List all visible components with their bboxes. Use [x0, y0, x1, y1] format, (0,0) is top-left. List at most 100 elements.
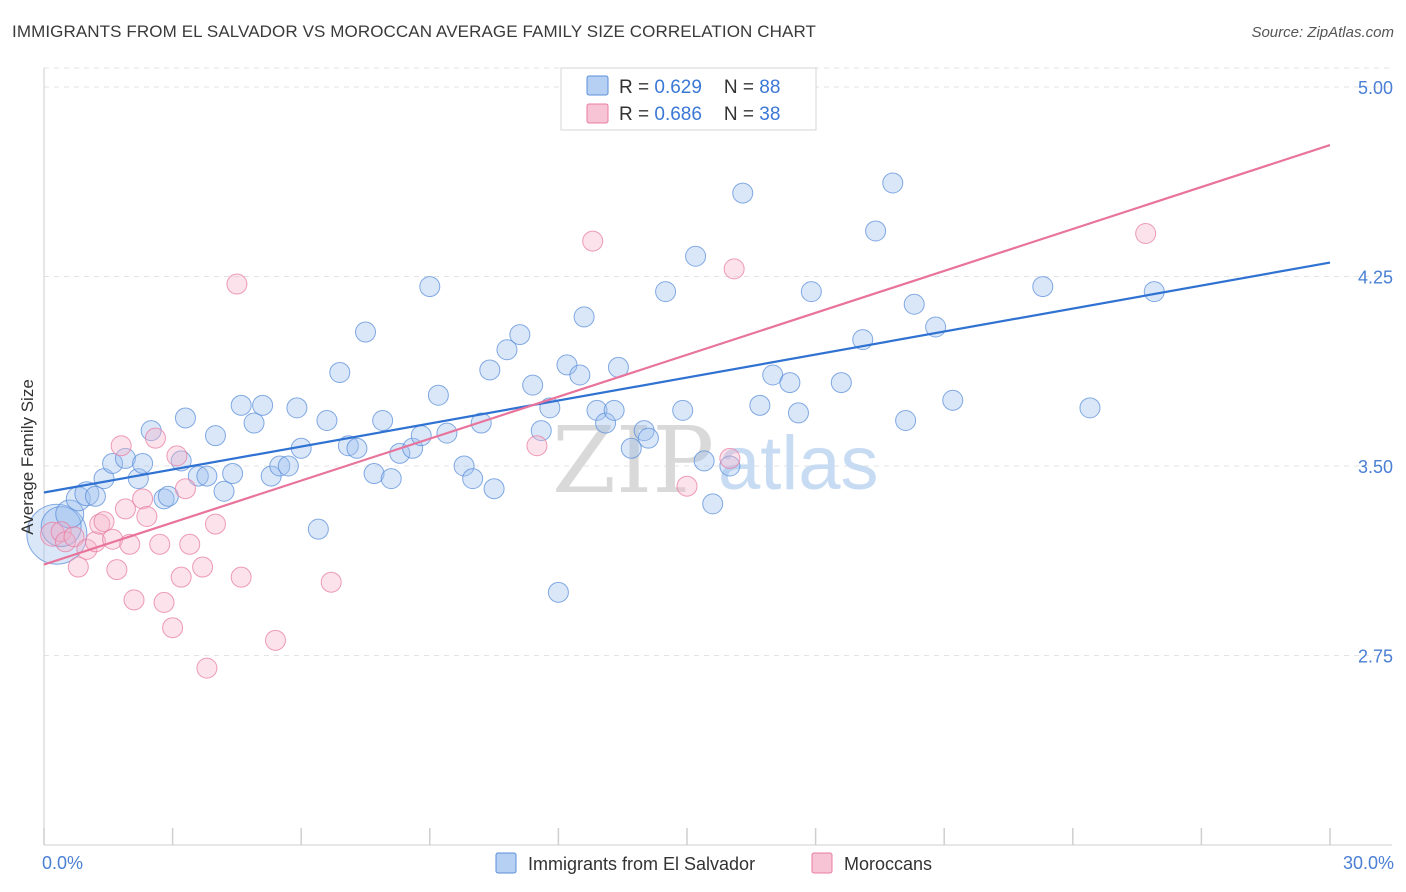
point-el-salvador [620, 437, 642, 459]
point-el-salvador [903, 293, 925, 315]
point-el-salvador [204, 425, 226, 447]
point-el-salvador [509, 324, 531, 346]
x-tick-label: 0.0% [42, 853, 83, 873]
point-moroccan [106, 559, 128, 581]
legend-n-label: N = [724, 77, 759, 98]
point-el-salvador [389, 442, 411, 464]
point-moroccan [136, 506, 158, 528]
point-el-salvador [787, 402, 809, 424]
x-tick-label: 30.0% [1343, 853, 1394, 873]
point-el-salvador [372, 409, 394, 431]
legend-n-value: 38 [759, 104, 780, 125]
grid-lines [44, 67, 1392, 656]
bottom-legend-label-blue: Immigrants from El Salvador [528, 854, 755, 874]
point-moroccan [144, 427, 166, 449]
axes [43, 68, 1392, 846]
point-el-salvador [942, 389, 964, 411]
series-legend: Immigrants from El Salvador Moroccans [495, 852, 932, 874]
legend-n-label: N = [724, 104, 759, 125]
point-moroccan [320, 571, 342, 593]
point-el-salvador [479, 359, 501, 381]
legend-swatch-blue [586, 75, 609, 96]
chart-title: IMMIGRANTS FROM EL SALVADOR VS MOROCCAN … [12, 22, 816, 41]
point-el-salvador [779, 372, 801, 394]
legend-row-blue: R = 0.629 N = 88 [619, 77, 780, 98]
point-el-salvador [800, 281, 822, 303]
point-el-salvador [569, 364, 591, 386]
point-moroccan [149, 533, 171, 555]
bottom-legend-swatch-pink [811, 852, 833, 874]
point-el-salvador [603, 399, 625, 421]
point-moroccan [110, 435, 132, 457]
legend-row-pink: R = 0.686 N = 38 [619, 104, 780, 125]
trend-lines [43, 144, 1331, 566]
point-el-salvador [84, 485, 106, 507]
point-moroccan [196, 657, 218, 679]
point-el-salvador [196, 465, 218, 487]
point-moroccan [50, 521, 72, 543]
point-moroccan [179, 533, 201, 555]
legend-swatch-pink [586, 103, 609, 124]
point-el-salvador [865, 220, 887, 242]
point-el-salvador [547, 581, 569, 603]
point-moroccan [153, 591, 175, 613]
point-el-salvador [1032, 276, 1054, 298]
legend-n-value: 88 [759, 77, 780, 98]
point-el-salvador [74, 481, 100, 507]
point-el-salvador [556, 354, 578, 376]
point-el-salvador [637, 427, 659, 449]
point-el-salvador [427, 384, 449, 406]
point-el-salvador [462, 468, 484, 490]
point-el-salvador [230, 394, 252, 416]
point-moroccan [170, 566, 192, 588]
point-moroccan [63, 526, 85, 548]
point-el-salvador [337, 435, 359, 457]
point-moroccan [204, 513, 226, 535]
y-tick-label: 2.75 [1358, 646, 1393, 666]
legend-r-value: 0.686 [654, 104, 702, 125]
y-tick-label: 3.50 [1358, 457, 1393, 477]
legend-r-label: R = [619, 104, 654, 125]
point-el-salvador [243, 412, 265, 434]
y-tick-label: 4.25 [1358, 267, 1393, 287]
trend-line-pink [43, 144, 1331, 566]
point-el-salvador [895, 409, 917, 431]
point-el-salvador [830, 372, 852, 394]
point-el-salvador [732, 182, 754, 204]
point-el-salvador [749, 394, 771, 416]
point-moroccan [723, 258, 745, 280]
y-tick-label: 5.00 [1358, 78, 1393, 98]
series-pink-points [40, 223, 1157, 679]
point-moroccan [93, 511, 115, 533]
point-el-salvador [346, 437, 368, 459]
point-el-salvador [522, 374, 544, 396]
point-el-salvador [213, 480, 235, 502]
point-moroccan [76, 538, 98, 560]
point-el-salvador [114, 447, 136, 469]
point-moroccan [230, 566, 252, 588]
point-el-salvador [269, 455, 291, 477]
correlation-legend: R = 0.629 N = 88 R = 0.686 N = 38 [560, 67, 817, 131]
point-el-salvador [685, 245, 707, 267]
point-moroccan [226, 273, 248, 295]
point-moroccan [67, 556, 89, 578]
point-el-salvador [1079, 397, 1101, 419]
point-el-salvador [586, 399, 608, 421]
point-moroccan [162, 617, 184, 639]
point-moroccan [192, 556, 214, 578]
point-el-salvador [496, 339, 518, 361]
point-el-salvador [307, 518, 329, 540]
source-label: Source: ZipAtlas.com [1251, 24, 1394, 41]
point-moroccan [582, 230, 604, 252]
point-moroccan [132, 488, 154, 510]
point-el-salvador [187, 465, 209, 487]
point-moroccan [166, 445, 188, 467]
point-el-salvador [483, 478, 505, 500]
point-moroccan [676, 475, 698, 497]
point-moroccan [526, 435, 548, 457]
point-el-salvador [174, 407, 196, 429]
point-el-salvador [573, 306, 595, 328]
point-el-salvador [363, 463, 385, 485]
point-el-salvador [702, 493, 724, 515]
legend-r-label: R = [619, 77, 654, 98]
